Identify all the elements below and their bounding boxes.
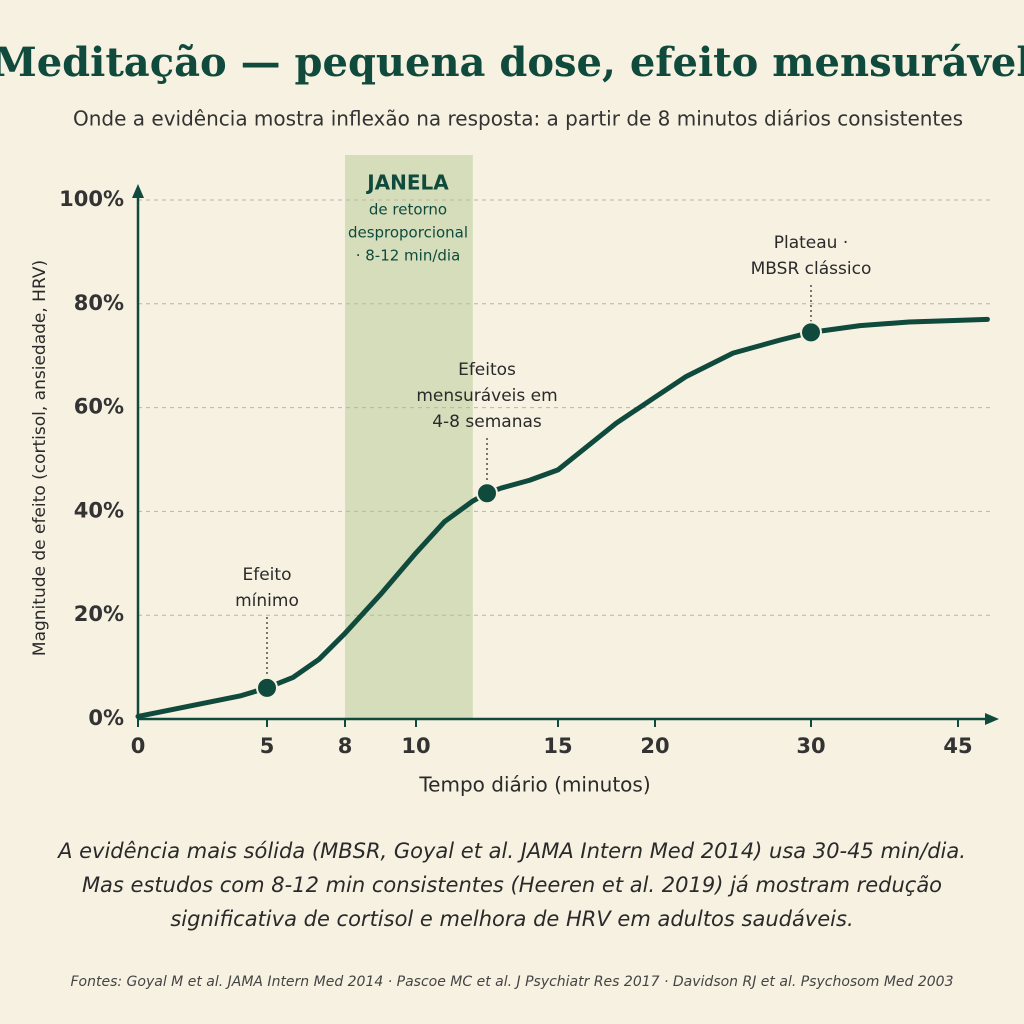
- sources: Fontes: Goyal M et al. JAMA Intern Med 2…: [71, 974, 954, 990]
- highlight-window: [345, 155, 473, 719]
- annotation-text: mensuráveis em: [416, 386, 557, 406]
- subtitle: Onde a evidência mostra inflexão na resp…: [73, 107, 963, 131]
- annotation-text: MBSR clássico: [751, 259, 872, 279]
- footnote: significativa de cortisol e melhora de H…: [170, 907, 853, 931]
- key-point: [256, 676, 278, 699]
- x-tick-label: 30: [796, 734, 825, 758]
- x-tick-label: 15: [543, 734, 572, 758]
- y-tick-label: 20%: [74, 602, 124, 626]
- footnote: Mas estudos com 8-12 min consistentes (H…: [82, 873, 942, 897]
- x-tick-label: 8: [338, 734, 353, 758]
- y-tick-label: 100%: [59, 187, 124, 211]
- window-text: de retorno: [369, 201, 447, 219]
- chart-title: Meditação — pequena dose, efeito mensurá…: [0, 39, 1024, 86]
- window-title: JANELA: [365, 171, 449, 195]
- annotation-text: Efeitos: [458, 360, 516, 380]
- window-text: desproporcional: [348, 224, 468, 242]
- annotation-text: 4-8 semanas: [432, 412, 542, 432]
- annotation-text: mínimo: [235, 591, 299, 611]
- y-tick-label: 40%: [74, 498, 124, 522]
- x-axis-arrow: [985, 713, 999, 725]
- annotation-text: Efeito: [243, 565, 292, 585]
- x-tick-label: 10: [401, 734, 430, 758]
- y-tick-label: 0%: [88, 706, 124, 730]
- x-tick-label: 0: [131, 734, 146, 758]
- window-text: · 8-12 min/dia: [356, 247, 461, 265]
- x-axis-label: Tempo diário (minutos): [418, 773, 650, 797]
- annotation-text: Plateau ·: [774, 233, 849, 253]
- key-point: [800, 321, 822, 344]
- y-tick-label: 60%: [74, 395, 124, 419]
- y-axis-arrow: [132, 184, 144, 198]
- x-tick-label: 45: [943, 734, 972, 758]
- y-axis-label: Magnitude de efeito (cortisol, ansiedade…: [30, 260, 50, 656]
- x-tick-label: 20: [640, 734, 669, 758]
- footnote: A evidência mais sólida (MBSR, Goyal et …: [56, 839, 966, 863]
- x-tick-label: 5: [260, 734, 275, 758]
- key-point: [476, 482, 498, 505]
- y-tick-label: 80%: [74, 291, 124, 315]
